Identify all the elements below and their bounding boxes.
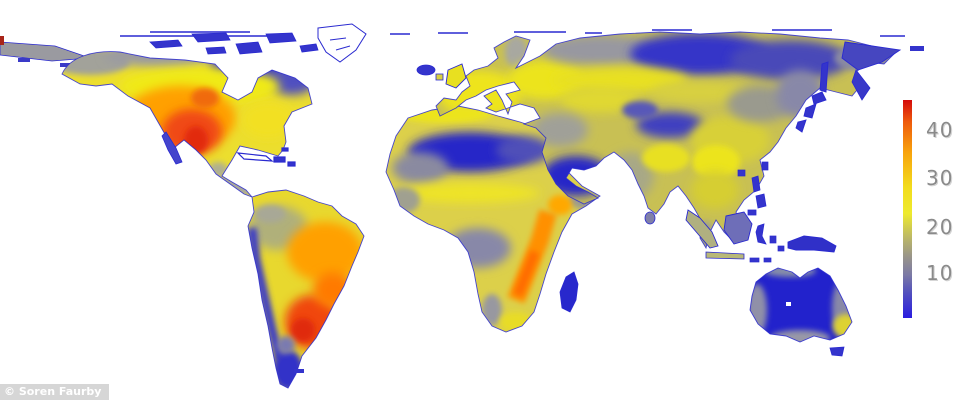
map-japan (795, 61, 829, 133)
map-taiwan (761, 161, 769, 171)
map-sri-lanka (644, 211, 656, 225)
map-new-guinea (787, 235, 837, 253)
map-madagascar (559, 271, 579, 313)
map-left-edge-wedge (0, 36, 91, 67)
map-tasmania (829, 346, 845, 357)
map-falkland-islands (294, 369, 304, 373)
map-borneo (723, 211, 753, 245)
legend-tick-30: 30 (926, 166, 954, 190)
legend-tick-40: 40 (926, 118, 954, 142)
map-java (705, 251, 745, 260)
map-arctic-islands (149, 32, 319, 55)
map-chukotka-kamchatka (841, 41, 924, 101)
legend-tick-10: 10 (926, 261, 954, 285)
map-philippines (747, 175, 767, 216)
map-iceland (416, 64, 436, 76)
map-sulawesi (755, 223, 767, 245)
map-indonesia (685, 209, 837, 263)
map-north-america (61, 23, 367, 198)
legend-colorbar (903, 100, 912, 318)
map-british-isles (435, 63, 467, 89)
map-caribbean-islands (236, 147, 296, 167)
map-greenland (317, 23, 367, 63)
map-moluccas-lesser-sundas (749, 235, 785, 263)
map-sumatra (685, 209, 719, 249)
credit-watermark: © Soren Faurby (0, 384, 110, 400)
map-baja-california (161, 131, 183, 165)
map-south-america (247, 189, 365, 389)
map-hainan (737, 169, 746, 177)
map-australia (749, 267, 853, 357)
legend-tick-20: 20 (926, 215, 954, 239)
